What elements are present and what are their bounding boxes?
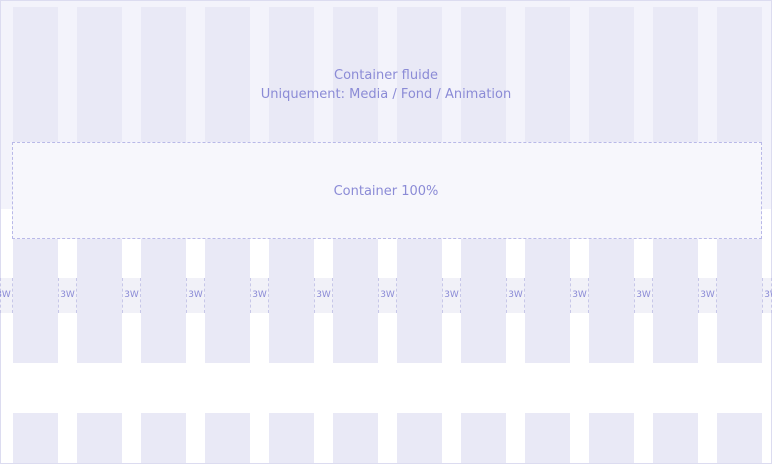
grid-column	[269, 7, 314, 142]
gutter-label: 3W	[188, 290, 203, 300]
grid-column	[717, 413, 762, 463]
grid-column	[13, 413, 58, 463]
grid-column	[653, 413, 698, 463]
grid-column	[589, 239, 634, 363]
grid-column	[525, 7, 570, 142]
gutter-band	[378, 278, 397, 313]
gutter-label: 3W	[380, 290, 395, 300]
gutter-band	[58, 278, 77, 313]
grid-column	[269, 239, 314, 363]
grid-column	[461, 7, 506, 142]
grid-column	[205, 413, 250, 463]
grid-column	[77, 7, 122, 142]
grid-column	[141, 413, 186, 463]
gutter-band	[250, 278, 269, 313]
grid-column	[205, 239, 250, 363]
gutter-label: 3W	[316, 290, 331, 300]
grid-column	[333, 413, 378, 463]
gutter-label: 3W	[700, 290, 715, 300]
gutter-band	[186, 278, 205, 313]
gutter-label: 3W	[0, 290, 11, 300]
gutter-label: 3W	[252, 290, 267, 300]
fluid-container-title: Container fluide	[334, 68, 438, 83]
gutter-band	[506, 278, 525, 313]
gutter-label: 3W	[124, 290, 139, 300]
gutter-label: 3W	[444, 290, 459, 300]
grid-column	[717, 239, 762, 363]
grid-column	[333, 7, 378, 142]
gutter-label: 3W	[508, 290, 523, 300]
gutter-band	[442, 278, 461, 313]
grid-column	[653, 239, 698, 363]
grid-column	[205, 7, 250, 142]
grid-column	[717, 7, 762, 142]
grid-column	[525, 413, 570, 463]
grid-column	[333, 239, 378, 363]
grid-column	[269, 413, 314, 463]
grid-column	[461, 239, 506, 363]
gutter-band	[634, 278, 653, 313]
grid-column	[13, 7, 58, 142]
gutter-band	[0, 278, 13, 313]
container-100-label: Container 100%	[333, 184, 439, 199]
grid-column	[13, 239, 58, 363]
grid-column	[397, 239, 442, 363]
gutter-label: 3W	[572, 290, 587, 300]
gutter-band	[698, 278, 717, 313]
grid-column	[461, 413, 506, 463]
grid-column	[589, 413, 634, 463]
grid-column	[141, 239, 186, 363]
fluid-container-subtitle: Uniquement: Media / Fond / Animation	[260, 87, 512, 102]
grid-column	[653, 7, 698, 142]
grid-column	[397, 413, 442, 463]
grid-column	[589, 7, 634, 142]
grid-column	[77, 239, 122, 363]
container-100-box	[12, 142, 762, 239]
gutter-band	[122, 278, 141, 313]
gutter-label: 3W	[60, 290, 75, 300]
grid-column	[397, 7, 442, 142]
grid-column	[141, 7, 186, 142]
grid-column	[525, 239, 570, 363]
gutter-label: 3W	[764, 290, 772, 300]
gutter-label: 3W	[636, 290, 651, 300]
gutter-band	[570, 278, 589, 313]
gutter-band	[314, 278, 333, 313]
grid-column	[77, 413, 122, 463]
